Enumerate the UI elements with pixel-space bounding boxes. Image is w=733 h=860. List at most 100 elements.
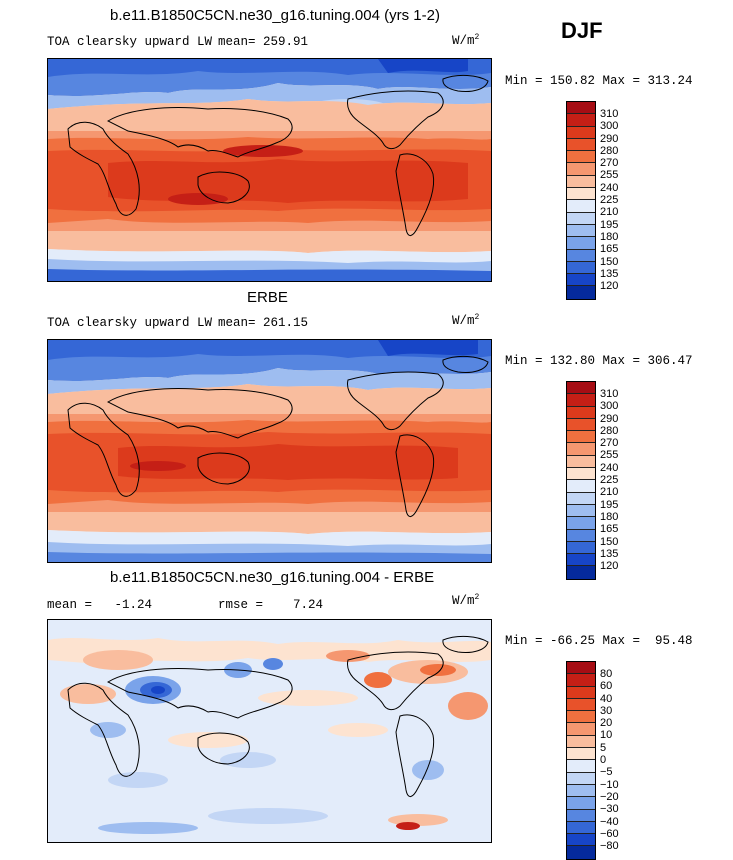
colorbar-level-label: 280 [600, 144, 619, 157]
panel-1-colorbar-labels: 310 300 290 280 270 255 240 225 210 195 180 165 150 1… [600, 108, 618, 292]
colorbar-level-label: 20 [600, 717, 613, 730]
panel-2-unit: W/m2 [452, 313, 480, 329]
colorbar-level-label: 0 [600, 754, 607, 767]
colorbar-level-label: −60 [600, 827, 619, 840]
panel-1-unit: W/m2 [452, 33, 480, 49]
colorbar-level-label: 300 [600, 120, 619, 133]
colorbar-level-label: 240 [600, 181, 619, 194]
colorbar-level-label: 30 [600, 704, 613, 717]
colorbar-cell [567, 492, 595, 505]
colorbar-cell [567, 797, 595, 810]
season-label: DJF [561, 18, 603, 43]
colorbar-cell [567, 237, 595, 250]
colorbar-level-label: −30 [600, 803, 619, 816]
colorbar-cell [567, 163, 595, 176]
colorbar-cell [567, 151, 595, 164]
colorbar-cell [567, 541, 595, 555]
panel-3-rmse: rmse = 7.24 [218, 598, 324, 612]
panel-3-colorbar [566, 661, 596, 860]
colorbar-level-label: 165 [600, 523, 619, 536]
colorbar-level-label: 180 [600, 230, 619, 243]
panel-2-map [47, 339, 492, 563]
panel-2-field-label: TOA clearsky upward LW [47, 316, 213, 330]
colorbar-level-label: 135 [600, 547, 619, 560]
colorbar-level-label: 135 [600, 267, 619, 280]
colorbar-level-label: 195 [600, 498, 619, 511]
colorbar-level-label: −10 [600, 778, 619, 791]
colorbar-level-label: 165 [600, 243, 619, 256]
panel-3-mean: mean = -1.24 [47, 598, 153, 612]
colorbar-cell [567, 504, 595, 518]
colorbar-cell [567, 249, 595, 262]
colorbar-level-label: 225 [600, 474, 619, 487]
panel-2-mean: mean= 261.15 [218, 316, 309, 330]
colorbar-cell [567, 554, 595, 567]
colorbar-level-label: 150 [600, 535, 619, 548]
colorbar-cell [567, 286, 595, 299]
colorbar-cell [567, 662, 595, 675]
colorbar-level-label: 120 [600, 560, 619, 573]
panel-2-title: ERBE [247, 289, 288, 306]
colorbar-cell [567, 834, 595, 847]
colorbar-cell [567, 566, 595, 579]
colorbar-cell [567, 224, 595, 238]
colorbar-cell [567, 735, 595, 749]
colorbar-level-label: 290 [600, 132, 619, 145]
colorbar-cell [567, 188, 595, 201]
colorbar-cell [567, 760, 595, 773]
panel-2-colorbar [566, 381, 596, 580]
colorbar-level-label: −5 [600, 766, 613, 779]
panel-3-minmax: Min = -66.25 Max = 95.48 [505, 634, 693, 648]
colorbar-cell [567, 126, 595, 139]
panel-1-mean: mean= 259.91 [218, 35, 309, 49]
colorbar-cell [567, 431, 595, 444]
colorbar-level-label: 310 [600, 108, 619, 120]
panel-3-map [47, 619, 492, 843]
colorbar-cell [567, 443, 595, 456]
colorbar-cell [567, 480, 595, 493]
colorbar-level-label: 80 [600, 668, 613, 680]
colorbar-level-label: 255 [600, 449, 619, 462]
colorbar-cell [567, 200, 595, 213]
colorbar-cell [567, 114, 595, 127]
colorbar-cell [567, 382, 595, 395]
colorbar-level-label: −20 [600, 790, 619, 803]
colorbar-level-label: 10 [600, 729, 613, 742]
colorbar-level-label: 310 [600, 388, 619, 400]
colorbar-cell [567, 711, 595, 724]
colorbar-cell [567, 784, 595, 798]
colorbar-cell [567, 175, 595, 189]
colorbar-cell [567, 212, 595, 225]
colorbar-cell [567, 698, 595, 712]
colorbar-cell [567, 846, 595, 859]
colorbar-cell [567, 406, 595, 419]
colorbar-level-label: 270 [600, 437, 619, 450]
colorbar-level-label: −40 [600, 815, 619, 828]
colorbar-cell [567, 686, 595, 699]
colorbar-cell [567, 772, 595, 785]
colorbar-cell [567, 748, 595, 761]
colorbar-level-label: 150 [600, 255, 619, 268]
colorbar-level-label: −80 [600, 840, 619, 853]
colorbar-level-label: 120 [600, 280, 619, 293]
panel-1-map [47, 58, 492, 282]
colorbar-level-label: 210 [600, 206, 619, 219]
colorbar-cell [567, 138, 595, 152]
panel-1-minmax: Min = 150.82 Max = 313.24 [505, 74, 693, 88]
colorbar-level-label: 180 [600, 510, 619, 523]
colorbar-level-label: 225 [600, 194, 619, 207]
panel-1-title: b.e11.B1850C5CN.ne30_g16.tuning.004 (yrs… [110, 7, 440, 24]
panel-2-minmax: Min = 132.80 Max = 306.47 [505, 354, 693, 368]
colorbar-level-label: 255 [600, 169, 619, 182]
colorbar-level-label: 195 [600, 218, 619, 231]
colorbar-cell [567, 261, 595, 275]
colorbar-cell [567, 394, 595, 407]
colorbar-cell [567, 418, 595, 432]
colorbar-level-label: 300 [600, 400, 619, 413]
colorbar-cell [567, 517, 595, 530]
colorbar-level-label: 290 [600, 412, 619, 425]
colorbar-cell [567, 821, 595, 835]
panel-1-field-label: TOA clearsky upward LW [47, 35, 213, 49]
panel-3-title: b.e11.B1850C5CN.ne30_g16.tuning.004 - ER… [110, 569, 435, 586]
colorbar-cell [567, 455, 595, 469]
